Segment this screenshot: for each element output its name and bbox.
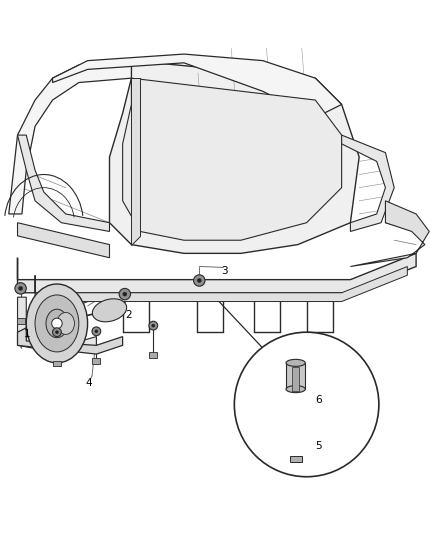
Bar	[286, 363, 305, 389]
Circle shape	[194, 275, 205, 286]
Polygon shape	[131, 78, 140, 245]
Polygon shape	[342, 135, 394, 231]
Bar	[17, 318, 25, 324]
Circle shape	[18, 286, 23, 290]
Circle shape	[234, 332, 379, 477]
Ellipse shape	[57, 312, 74, 334]
Circle shape	[55, 330, 59, 334]
Ellipse shape	[46, 309, 68, 338]
Bar	[292, 367, 299, 391]
Polygon shape	[9, 61, 131, 214]
Polygon shape	[53, 54, 342, 118]
Circle shape	[53, 328, 61, 336]
Polygon shape	[18, 223, 109, 258]
Circle shape	[52, 318, 62, 329]
Circle shape	[119, 288, 131, 300]
Bar	[92, 359, 100, 364]
Polygon shape	[110, 61, 359, 253]
Polygon shape	[18, 135, 109, 231]
Ellipse shape	[286, 359, 305, 366]
Polygon shape	[350, 201, 429, 266]
Text: 6: 6	[315, 395, 322, 405]
Ellipse shape	[92, 299, 127, 322]
Circle shape	[152, 324, 155, 327]
Ellipse shape	[286, 386, 305, 393]
Circle shape	[95, 330, 98, 333]
Text: 4: 4	[85, 377, 92, 387]
Polygon shape	[35, 266, 407, 302]
Circle shape	[15, 282, 26, 294]
Text: 3: 3	[221, 266, 228, 276]
Ellipse shape	[26, 284, 88, 363]
Polygon shape	[18, 253, 416, 293]
Bar	[290, 456, 302, 462]
Bar	[149, 352, 157, 358]
Bar	[53, 361, 61, 366]
Circle shape	[92, 327, 101, 336]
Circle shape	[197, 279, 201, 282]
Polygon shape	[123, 78, 342, 240]
Polygon shape	[18, 328, 123, 354]
Text: 5: 5	[315, 441, 322, 451]
Polygon shape	[18, 297, 96, 354]
Circle shape	[123, 292, 127, 296]
Text: 2: 2	[125, 310, 131, 320]
Ellipse shape	[35, 295, 79, 352]
Circle shape	[149, 321, 158, 330]
Text: 1: 1	[24, 329, 31, 340]
